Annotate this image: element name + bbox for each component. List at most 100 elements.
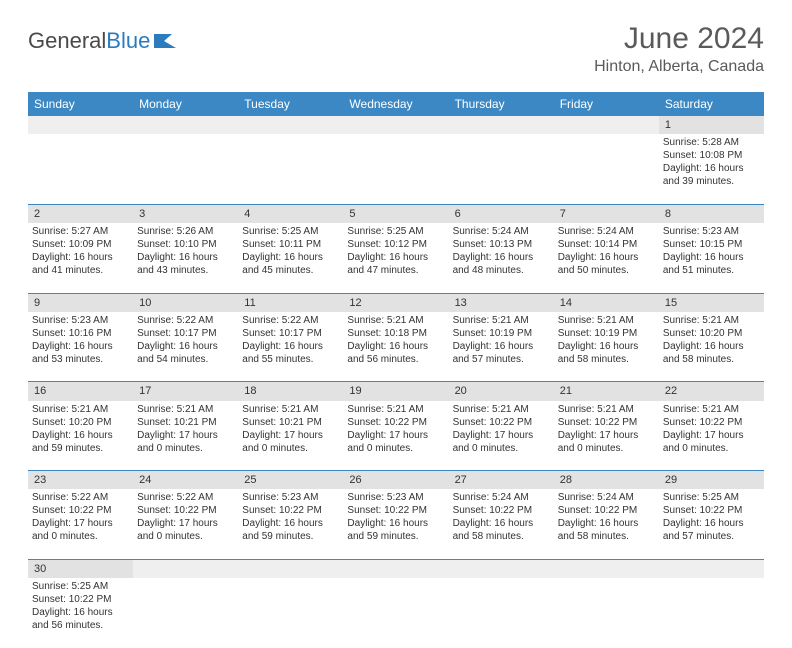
sunset-text: Sunset: 10:17 PM (242, 327, 339, 340)
day-cell (659, 578, 764, 648)
day2-text: and 59 minutes. (347, 530, 444, 543)
sunset-text: Sunset: 10:15 PM (663, 238, 760, 251)
day-cell: Sunrise: 5:22 AMSunset: 10:22 PMDaylight… (133, 489, 238, 559)
sunrise-text: Sunrise: 5:24 AM (453, 225, 550, 238)
sunset-text: Sunset: 10:22 PM (32, 593, 129, 606)
sunset-text: Sunset: 10:19 PM (558, 327, 655, 340)
day1-text: Daylight: 17 hours (453, 429, 550, 442)
day-number: 19 (343, 382, 448, 401)
sunset-text: Sunset: 10:22 PM (347, 504, 444, 517)
header-saturday: Saturday (659, 92, 764, 116)
day2-text: and 55 minutes. (242, 353, 339, 366)
header-friday: Friday (554, 92, 659, 116)
day-cell (449, 578, 554, 648)
day1-text: Daylight: 16 hours (347, 517, 444, 530)
sunset-text: Sunset: 10:21 PM (242, 416, 339, 429)
daynum-row: 16171819202122 (28, 382, 764, 401)
sunset-text: Sunset: 10:10 PM (137, 238, 234, 251)
day-cell (554, 134, 659, 204)
sunrise-text: Sunrise: 5:21 AM (558, 314, 655, 327)
day-number: 13 (449, 293, 554, 312)
day-number: 2 (28, 204, 133, 223)
day-number: 23 (28, 471, 133, 490)
day2-text: and 0 minutes. (347, 442, 444, 455)
day-cell: Sunrise: 5:21 AMSunset: 10:19 PMDaylight… (554, 312, 659, 382)
day-cell: Sunrise: 5:25 AMSunset: 10:11 PMDaylight… (238, 223, 343, 293)
day-number (238, 559, 343, 578)
day-cell: Sunrise: 5:28 AMSunset: 10:08 PMDaylight… (659, 134, 764, 204)
day1-text: Daylight: 17 hours (242, 429, 339, 442)
day2-text: and 51 minutes. (663, 264, 760, 277)
sunrise-text: Sunrise: 5:22 AM (32, 491, 129, 504)
day-cell (133, 578, 238, 648)
day-cell: Sunrise: 5:24 AMSunset: 10:14 PMDaylight… (554, 223, 659, 293)
day-number (133, 116, 238, 134)
day-number (449, 559, 554, 578)
day-cell: Sunrise: 5:21 AMSunset: 10:22 PMDaylight… (449, 401, 554, 471)
day-number: 14 (554, 293, 659, 312)
day-cell: Sunrise: 5:25 AMSunset: 10:12 PMDaylight… (343, 223, 448, 293)
day1-text: Daylight: 16 hours (347, 251, 444, 264)
day2-text: and 57 minutes. (663, 530, 760, 543)
sunrise-text: Sunrise: 5:21 AM (453, 403, 550, 416)
sunset-text: Sunset: 10:20 PM (663, 327, 760, 340)
sunset-text: Sunset: 10:22 PM (347, 416, 444, 429)
day-number (238, 116, 343, 134)
day-number (28, 116, 133, 134)
day-cell: Sunrise: 5:23 AMSunset: 10:16 PMDaylight… (28, 312, 133, 382)
day-cell: Sunrise: 5:22 AMSunset: 10:17 PMDaylight… (238, 312, 343, 382)
header-monday: Monday (133, 92, 238, 116)
day-number: 7 (554, 204, 659, 223)
day-number: 29 (659, 471, 764, 490)
header-sunday: Sunday (28, 92, 133, 116)
page-title: June 2024 (594, 22, 764, 56)
sunrise-text: Sunrise: 5:26 AM (137, 225, 234, 238)
sunrise-text: Sunrise: 5:23 AM (242, 491, 339, 504)
sunrise-text: Sunrise: 5:25 AM (32, 580, 129, 593)
day1-text: Daylight: 16 hours (453, 251, 550, 264)
day-cell: Sunrise: 5:25 AMSunset: 10:22 PMDaylight… (28, 578, 133, 648)
day-cell: Sunrise: 5:21 AMSunset: 10:19 PMDaylight… (449, 312, 554, 382)
day-number: 1 (659, 116, 764, 134)
day2-text: and 0 minutes. (663, 442, 760, 455)
sunset-text: Sunset: 10:22 PM (137, 504, 234, 517)
day-cell: Sunrise: 5:21 AMSunset: 10:22 PMDaylight… (659, 401, 764, 471)
day2-text: and 41 minutes. (32, 264, 129, 277)
sunrise-text: Sunrise: 5:21 AM (347, 403, 444, 416)
day-number (554, 116, 659, 134)
day-cell: Sunrise: 5:21 AMSunset: 10:21 PMDaylight… (133, 401, 238, 471)
sunset-text: Sunset: 10:22 PM (242, 504, 339, 517)
sunrise-text: Sunrise: 5:23 AM (663, 225, 760, 238)
day-number: 9 (28, 293, 133, 312)
header-wednesday: Wednesday (343, 92, 448, 116)
day1-text: Daylight: 16 hours (558, 340, 655, 353)
day-number: 10 (133, 293, 238, 312)
day1-text: Daylight: 16 hours (558, 251, 655, 264)
sunrise-text: Sunrise: 5:23 AM (347, 491, 444, 504)
day1-text: Daylight: 16 hours (242, 340, 339, 353)
brand-part1: General (28, 28, 106, 54)
day1-text: Daylight: 17 hours (137, 429, 234, 442)
day2-text: and 45 minutes. (242, 264, 339, 277)
day1-text: Daylight: 16 hours (663, 251, 760, 264)
day-cell (133, 134, 238, 204)
sunset-text: Sunset: 10:16 PM (32, 327, 129, 340)
day-cell: Sunrise: 5:21 AMSunset: 10:20 PMDaylight… (659, 312, 764, 382)
day2-text: and 58 minutes. (663, 353, 760, 366)
day-number: 12 (343, 293, 448, 312)
day2-text: and 58 minutes. (453, 530, 550, 543)
sunset-text: Sunset: 10:12 PM (347, 238, 444, 251)
day-number: 8 (659, 204, 764, 223)
day-number: 20 (449, 382, 554, 401)
header-thursday: Thursday (449, 92, 554, 116)
daynum-row: 23242526272829 (28, 471, 764, 490)
sunrise-text: Sunrise: 5:21 AM (137, 403, 234, 416)
sunset-text: Sunset: 10:14 PM (558, 238, 655, 251)
day1-text: Daylight: 16 hours (32, 340, 129, 353)
day1-text: Daylight: 16 hours (137, 340, 234, 353)
day-cell: Sunrise: 5:24 AMSunset: 10:22 PMDaylight… (554, 489, 659, 559)
sunrise-text: Sunrise: 5:24 AM (558, 225, 655, 238)
day-cell: Sunrise: 5:22 AMSunset: 10:22 PMDaylight… (28, 489, 133, 559)
sunset-text: Sunset: 10:22 PM (453, 504, 550, 517)
sunrise-text: Sunrise: 5:21 AM (242, 403, 339, 416)
